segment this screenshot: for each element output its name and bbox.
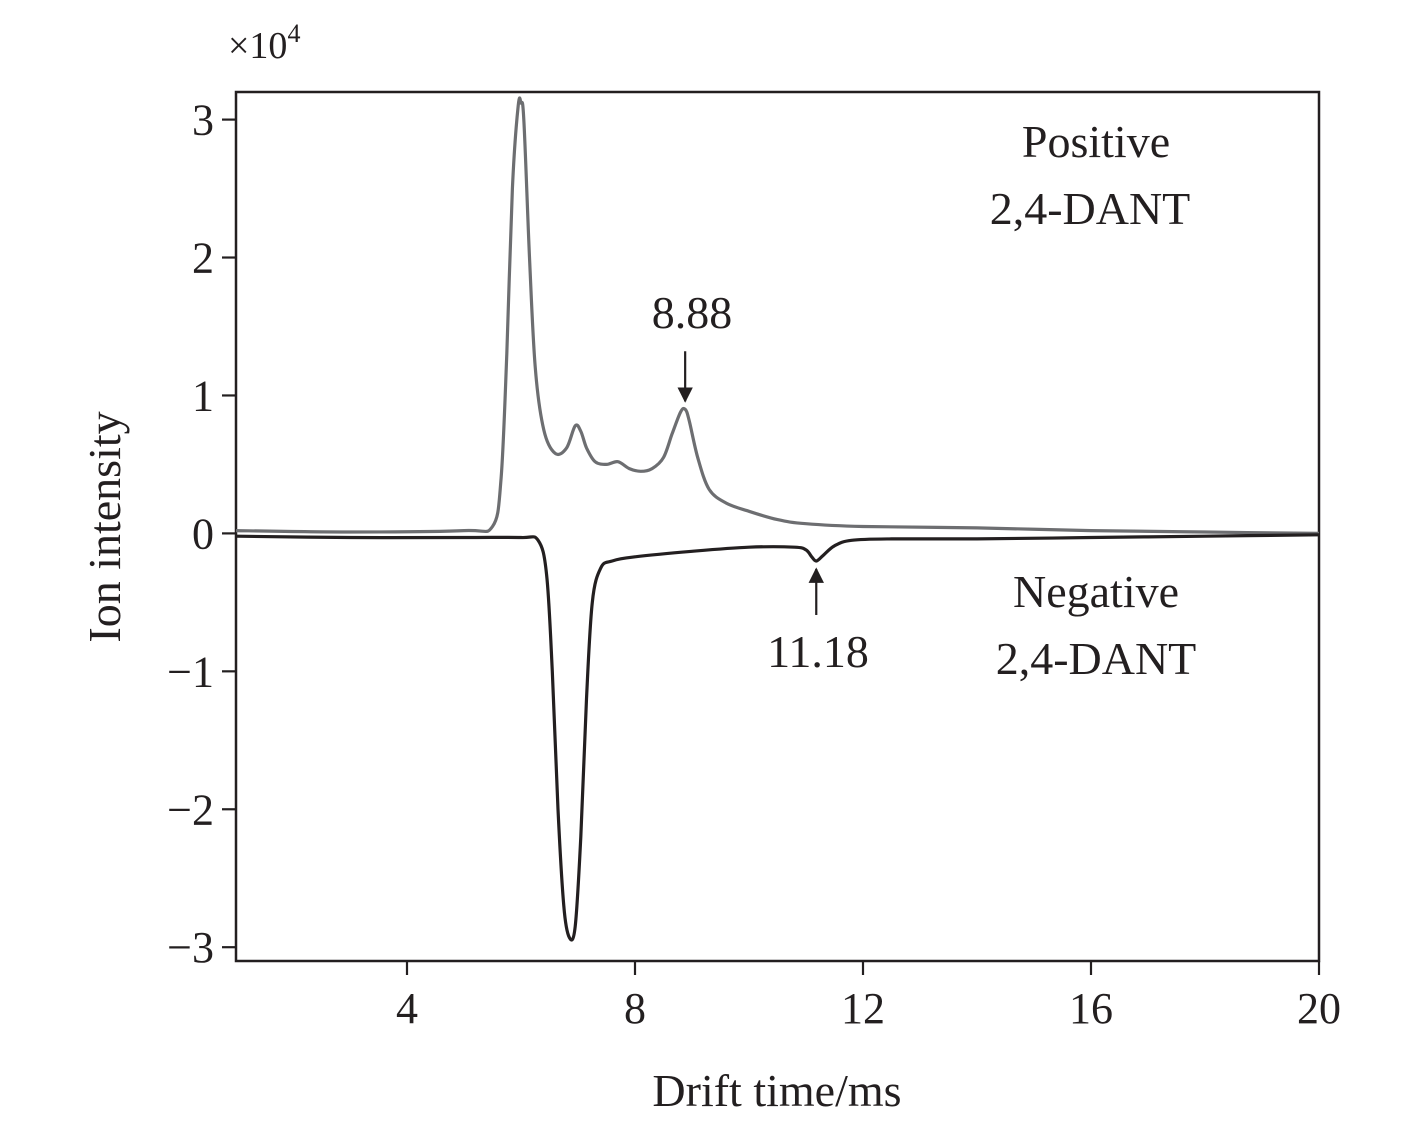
negative-label-line1: Negative [1013,566,1179,617]
y-tick-label: −1 [167,647,214,696]
y-multiplier-base: ×10 [228,25,287,67]
y-axis-title: Ion intensity [79,411,130,642]
y-tick-label: 0 [192,509,214,558]
series-layer [235,96,1320,942]
y-tick-label: 2 [192,234,214,283]
y-axis-ticks: −3 −2 −1 0 1 2 3 [167,96,236,972]
y-multiplier-exponent: 4 [287,19,300,48]
x-tick-label: 12 [841,984,885,1033]
x-tick-label: 20 [1297,984,1341,1033]
peak-positive-label: 8.88 [652,287,733,338]
y-tick-label: 3 [192,96,214,145]
y-multiplier: ×104 [228,19,300,67]
x-tick-label: 4 [396,984,418,1033]
series-line-negative [235,533,1320,942]
x-tick-label: 8 [624,984,646,1033]
peak-negative-label: 11.18 [767,626,869,677]
y-tick-label: 1 [192,371,214,420]
positive-label-line2: 2,4-DANT [990,183,1191,234]
plot-frame [234,90,1321,963]
y-tick-label: −3 [167,923,214,972]
negative-label-line2: 2,4-DANT [996,633,1197,684]
positive-label-line1: Positive [1022,116,1170,167]
x-axis-ticks: 4 8 12 16 20 [396,961,1341,1033]
y-tick-label: −2 [167,785,214,834]
series-line-positive [235,96,1320,535]
x-tick-label: 16 [1069,984,1113,1033]
x-axis-title: Drift time/ms [652,1065,901,1116]
